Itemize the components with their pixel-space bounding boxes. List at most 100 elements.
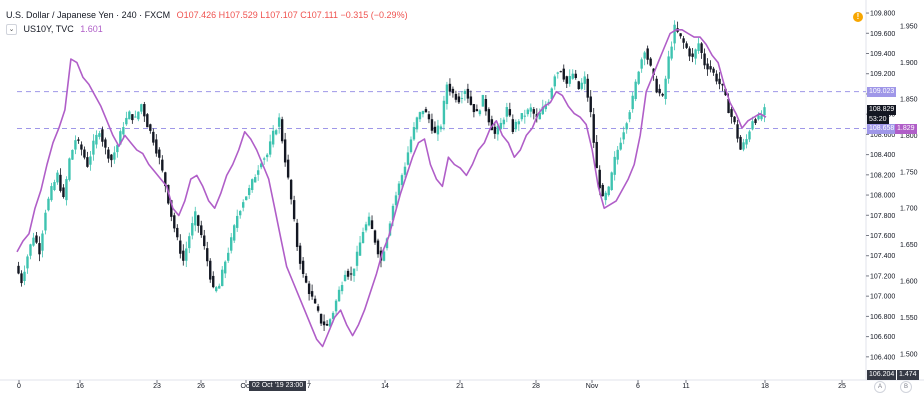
candle-body (634, 81, 637, 99)
candle-body (101, 129, 104, 142)
candle-body (50, 186, 53, 201)
candle-body (262, 158, 266, 160)
close-value: C107.111 (300, 10, 338, 20)
candle-body (748, 131, 751, 140)
candle-body (56, 172, 59, 183)
candle-body (655, 78, 658, 93)
candle-body (265, 154, 269, 158)
candle-body (391, 205, 395, 221)
candle-body (236, 215, 239, 228)
candle-body (604, 192, 607, 201)
candle-body (592, 114, 595, 143)
candle-body (361, 231, 365, 244)
candle-body (646, 48, 649, 60)
candle-body (176, 227, 179, 238)
candle-body (400, 175, 404, 185)
candle-body (221, 269, 224, 287)
candle-body (239, 211, 242, 216)
time-tick-label: 23 (153, 383, 161, 390)
candle-body (712, 68, 715, 73)
candle-body (313, 298, 317, 304)
chart-legend-indicator: ⌄ US10Y, TVC 1.601 (6, 24, 103, 36)
candle-body (397, 183, 401, 196)
price-tick-label: 107.200 (870, 273, 895, 280)
candle-body (736, 124, 739, 139)
candle-body (754, 119, 757, 124)
candle-body (628, 112, 631, 120)
countdown-tag: 53:20 (867, 115, 889, 125)
warning-icon[interactable]: ! (853, 12, 863, 22)
candle-body (505, 107, 509, 117)
price-tick-label: 107.600 (870, 233, 895, 240)
candle-body (95, 134, 98, 145)
candle-body (403, 166, 407, 175)
candle-body (203, 235, 206, 247)
candle-body (59, 174, 62, 191)
price-tick-label: 108.600 (870, 132, 895, 139)
candle-body (161, 159, 164, 171)
candle-body (589, 96, 592, 113)
candle-body (409, 139, 413, 153)
candle-body (250, 179, 254, 190)
candle-body (706, 63, 709, 70)
candle-body (143, 104, 146, 117)
candle-body (610, 172, 613, 190)
candle-body (358, 242, 362, 256)
time-tick-label: Oct (241, 383, 252, 390)
candle-body (289, 179, 293, 200)
candle-body (41, 233, 44, 251)
ohlc-values: O107.426 H107.529 L107.107 C107.111 −0.3… (177, 10, 408, 20)
candle-body (53, 182, 56, 190)
candle-body (460, 97, 464, 99)
yield-tick-label: 1.850 (900, 97, 918, 104)
collapse-chevron-icon[interactable]: ⌄ (6, 24, 17, 36)
candle-body (532, 109, 536, 114)
indicator-value: 1.601 (80, 24, 103, 34)
yield-tick-label: 1.500 (900, 351, 918, 358)
chart-legend-main: U.S. Dollar / Japanese Yen · 240 · FXCM … (6, 10, 408, 20)
auto-scale-button[interactable]: A (874, 381, 886, 393)
candle-body (20, 273, 23, 284)
candle-body (457, 96, 461, 103)
candle-body (146, 114, 149, 128)
candle-body (427, 114, 431, 120)
candle-body (430, 119, 434, 131)
candle-body (739, 136, 742, 150)
candle-body (38, 243, 41, 255)
candle-body (478, 110, 482, 115)
candle-body (340, 285, 344, 292)
price-tick-label: 107.000 (870, 294, 895, 301)
candle-body (613, 156, 616, 175)
time-tick-label: 16 (76, 383, 84, 390)
candle-body (352, 268, 356, 276)
candle-body (277, 117, 281, 127)
candle-body (110, 154, 113, 161)
candle-body (559, 71, 562, 73)
candle-body (349, 273, 353, 275)
candle-body (253, 177, 257, 183)
candle-body (376, 240, 380, 255)
candle-body (155, 139, 158, 154)
candle-body (212, 275, 215, 288)
candle-body (32, 237, 35, 246)
candle-body (565, 76, 568, 84)
candle-body (724, 88, 727, 96)
candle-body (631, 95, 634, 110)
settings-button[interactable]: B (900, 381, 912, 393)
candle-body (697, 43, 700, 51)
candle-body (164, 172, 167, 187)
candle-body (493, 126, 497, 134)
candle-body (149, 124, 152, 131)
candle-body (496, 125, 500, 135)
candle-body (691, 53, 694, 57)
candle-body (173, 215, 176, 229)
candle-body (481, 94, 485, 107)
price-tick-label: 107.400 (870, 253, 895, 260)
candle-body (346, 270, 350, 277)
candle-body (23, 271, 26, 281)
time-tick-label: 28 (532, 383, 540, 390)
candle-body (170, 200, 173, 217)
candle-body (307, 283, 311, 295)
candle-body (751, 121, 754, 130)
